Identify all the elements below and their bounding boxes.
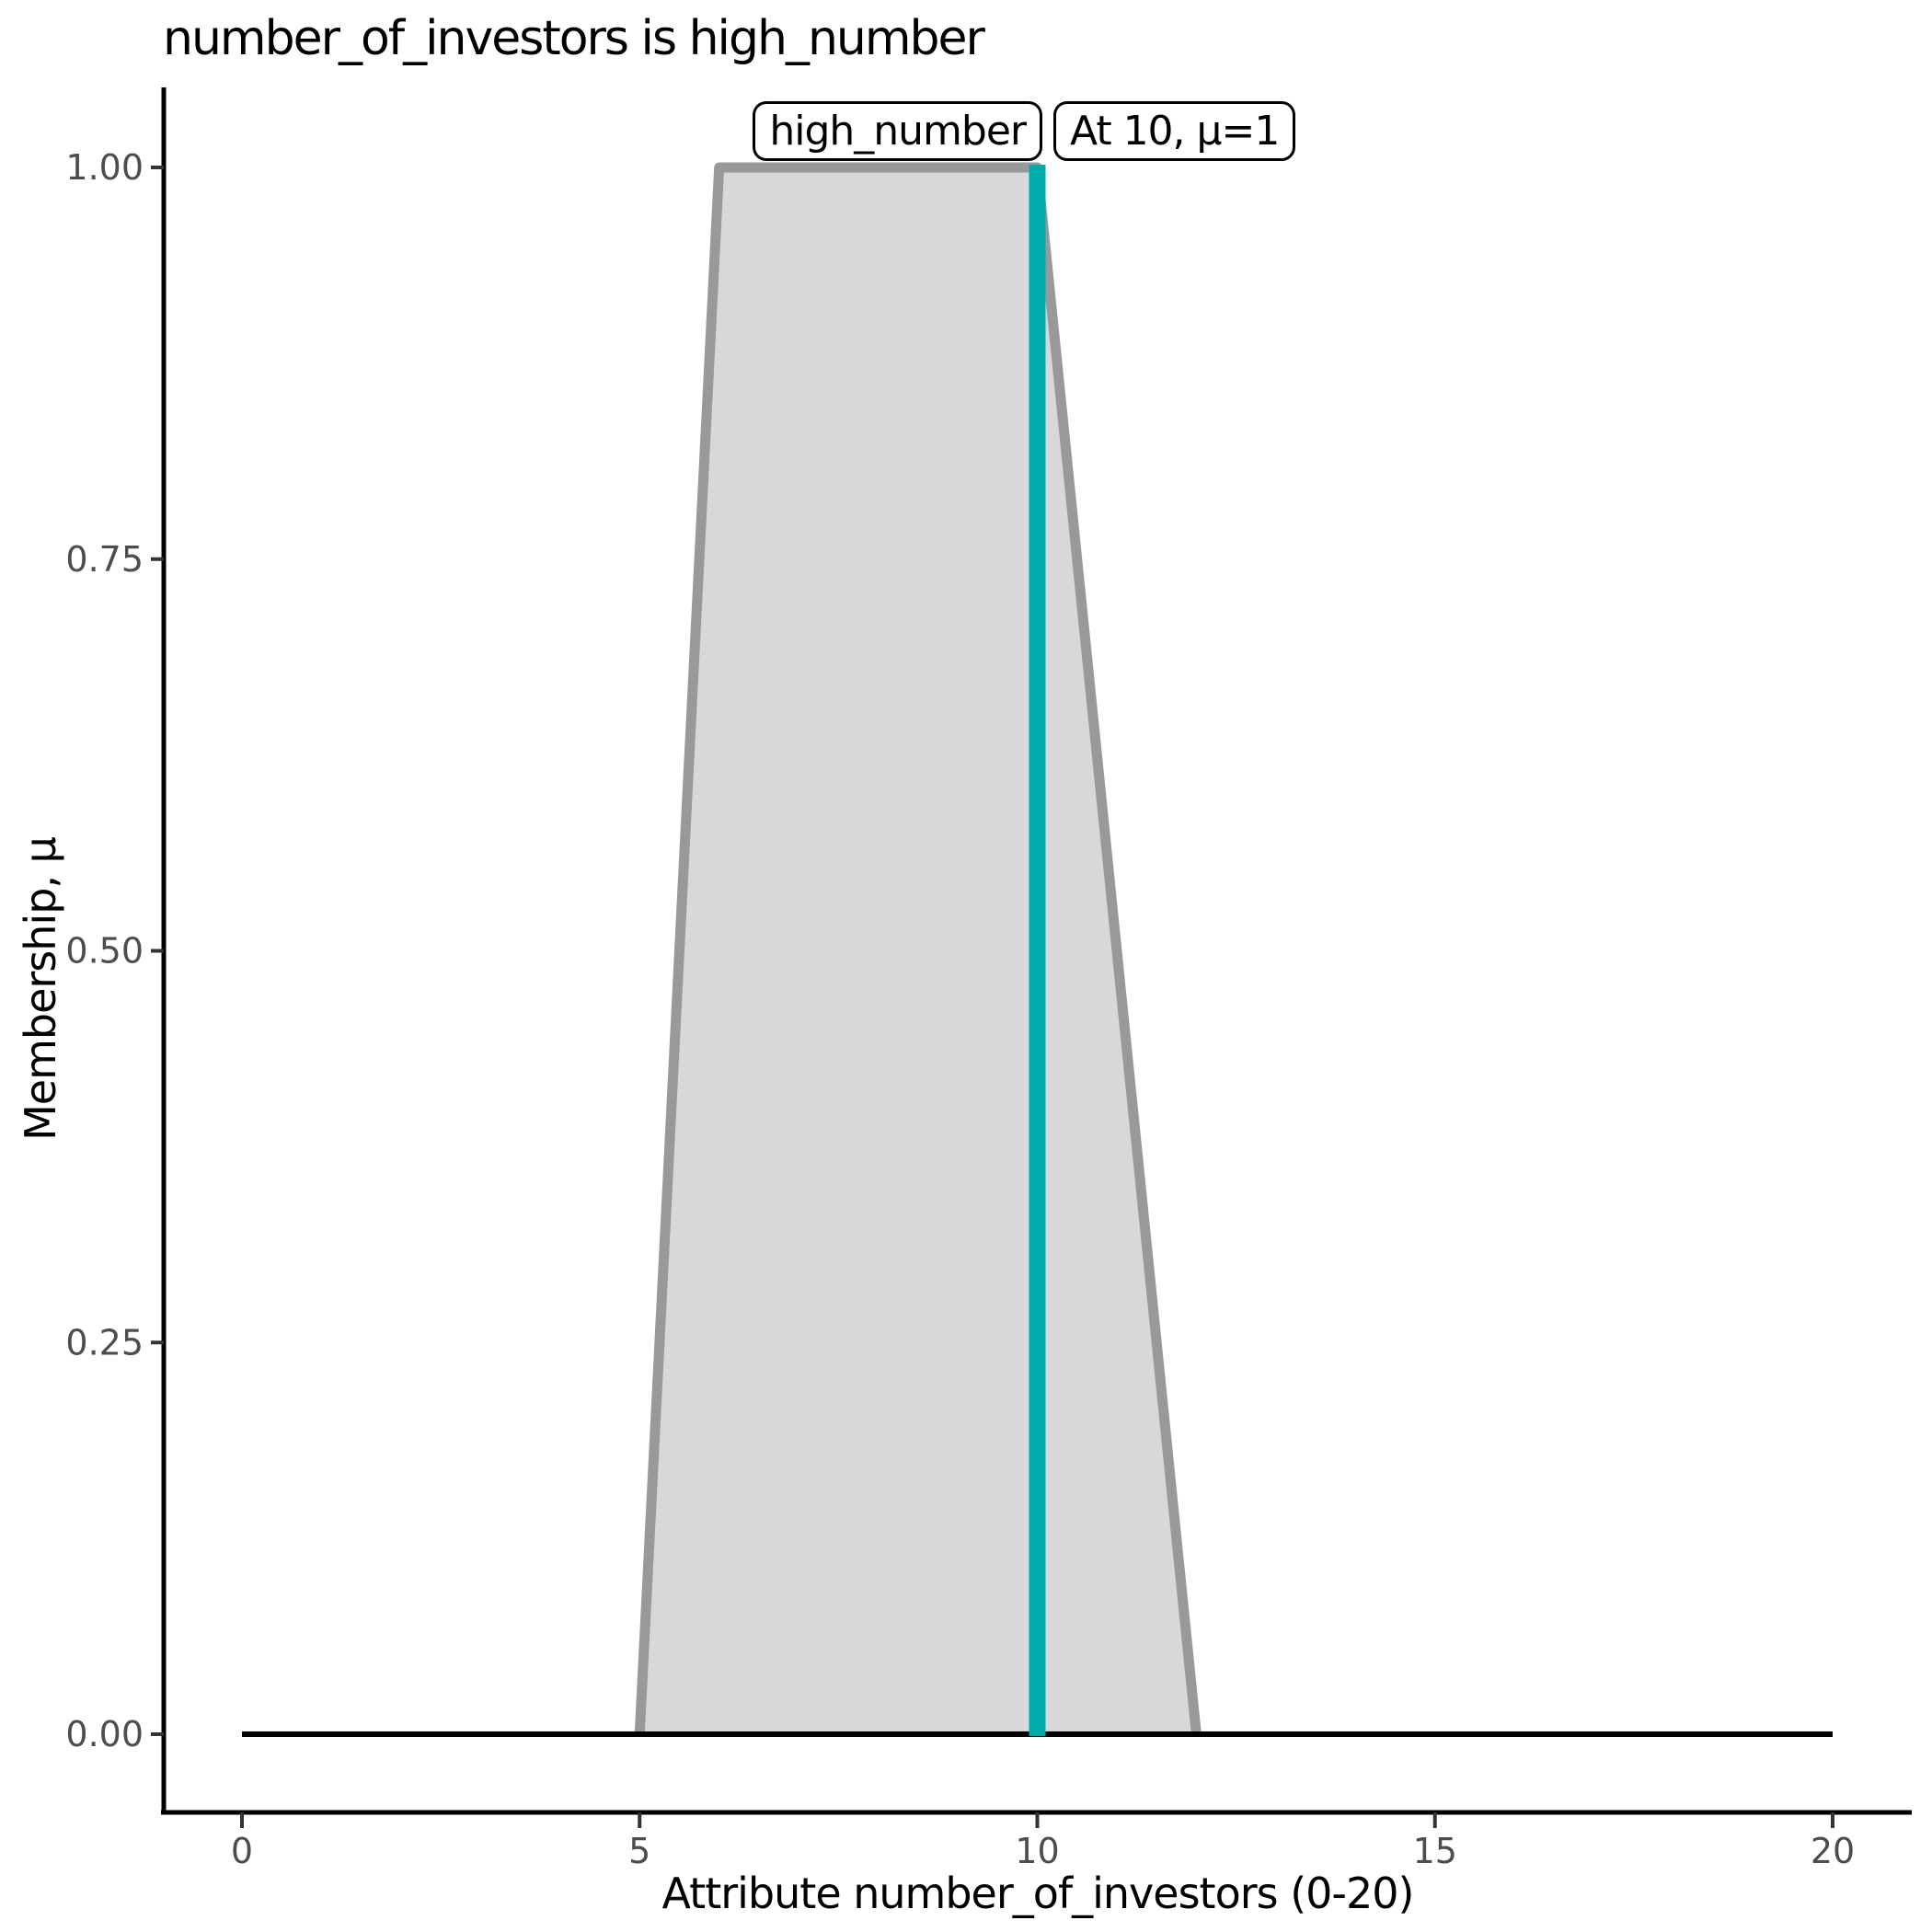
x-tick-label: 10 xyxy=(1015,1831,1059,1871)
y-tick-label: 0.50 xyxy=(65,931,144,972)
membership-value-label: At 10, μ=1 xyxy=(1053,101,1296,161)
x-axis-ticks: 0 5 10 15 20 xyxy=(231,1812,1855,1871)
y-tick-label: 0.25 xyxy=(65,1322,144,1363)
membership-trapezoid-fill xyxy=(639,167,1197,1734)
x-tick-label: 20 xyxy=(1811,1831,1855,1871)
x-axis-title: Attribute number_of_investors (0-20) xyxy=(661,1869,1415,1918)
y-tick-label: 1.00 xyxy=(65,147,144,188)
membership-trapezoid-outline xyxy=(634,162,1202,1735)
x-tick-label: 5 xyxy=(628,1831,650,1871)
fuzzy-set-label: high_number xyxy=(753,101,1042,161)
x-tick-label: 0 xyxy=(231,1831,253,1871)
x-tick-label: 15 xyxy=(1413,1831,1457,1871)
chart-title: number_of_investors is high_number xyxy=(163,11,985,66)
y-axis-ticks: 0.00 0.25 0.50 0.75 1.00 xyxy=(65,147,164,1754)
y-tick-label: 0.00 xyxy=(65,1714,144,1754)
y-tick-label: 0.75 xyxy=(65,539,144,580)
